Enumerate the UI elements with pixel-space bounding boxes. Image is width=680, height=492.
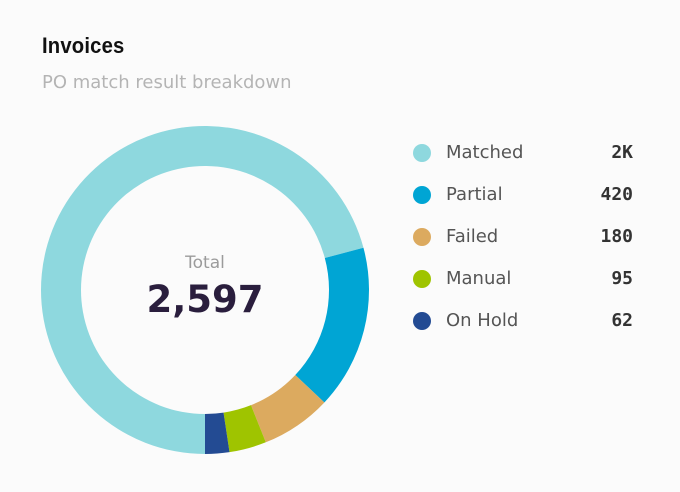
legend-value: 62 xyxy=(611,310,633,331)
chart-subtitle: PO match result breakdown xyxy=(42,72,292,93)
legend-item-matched[interactable]: Matched 2K xyxy=(413,138,638,180)
legend-item-partial[interactable]: Partial 420 xyxy=(413,180,638,222)
chart-title: Invoices xyxy=(42,33,125,58)
legend-label: On Hold xyxy=(446,310,519,331)
legend-swatch xyxy=(413,312,431,330)
legend-swatch xyxy=(413,228,431,246)
legend-value: 2K xyxy=(611,142,633,163)
legend-label: Partial xyxy=(446,184,503,205)
center-total-label: Total xyxy=(185,253,225,273)
chart-legend: Matched 2K Partial 420 Failed 180 Manual… xyxy=(413,138,638,348)
legend-value: 420 xyxy=(600,184,633,205)
legend-item-manual[interactable]: Manual 95 xyxy=(413,264,638,306)
legend-label: Manual xyxy=(446,268,512,289)
legend-value: 180 xyxy=(600,226,633,247)
legend-value: 95 xyxy=(611,268,633,289)
legend-label: Failed xyxy=(446,226,499,247)
legend-label: Matched xyxy=(446,142,524,163)
legend-swatch xyxy=(413,270,431,288)
legend-swatch xyxy=(413,144,431,162)
donut-slice-partial[interactable] xyxy=(295,247,369,403)
donut-slice-manual[interactable] xyxy=(223,405,266,453)
legend-item-failed[interactable]: Failed 180 xyxy=(413,222,638,264)
legend-swatch xyxy=(413,186,431,204)
center-total-value: 2,597 xyxy=(146,278,264,321)
legend-item-on-hold[interactable]: On Hold 62 xyxy=(413,306,638,348)
donut-slice-failed[interactable] xyxy=(250,375,325,443)
donut-slice-on-hold[interactable] xyxy=(205,412,230,454)
